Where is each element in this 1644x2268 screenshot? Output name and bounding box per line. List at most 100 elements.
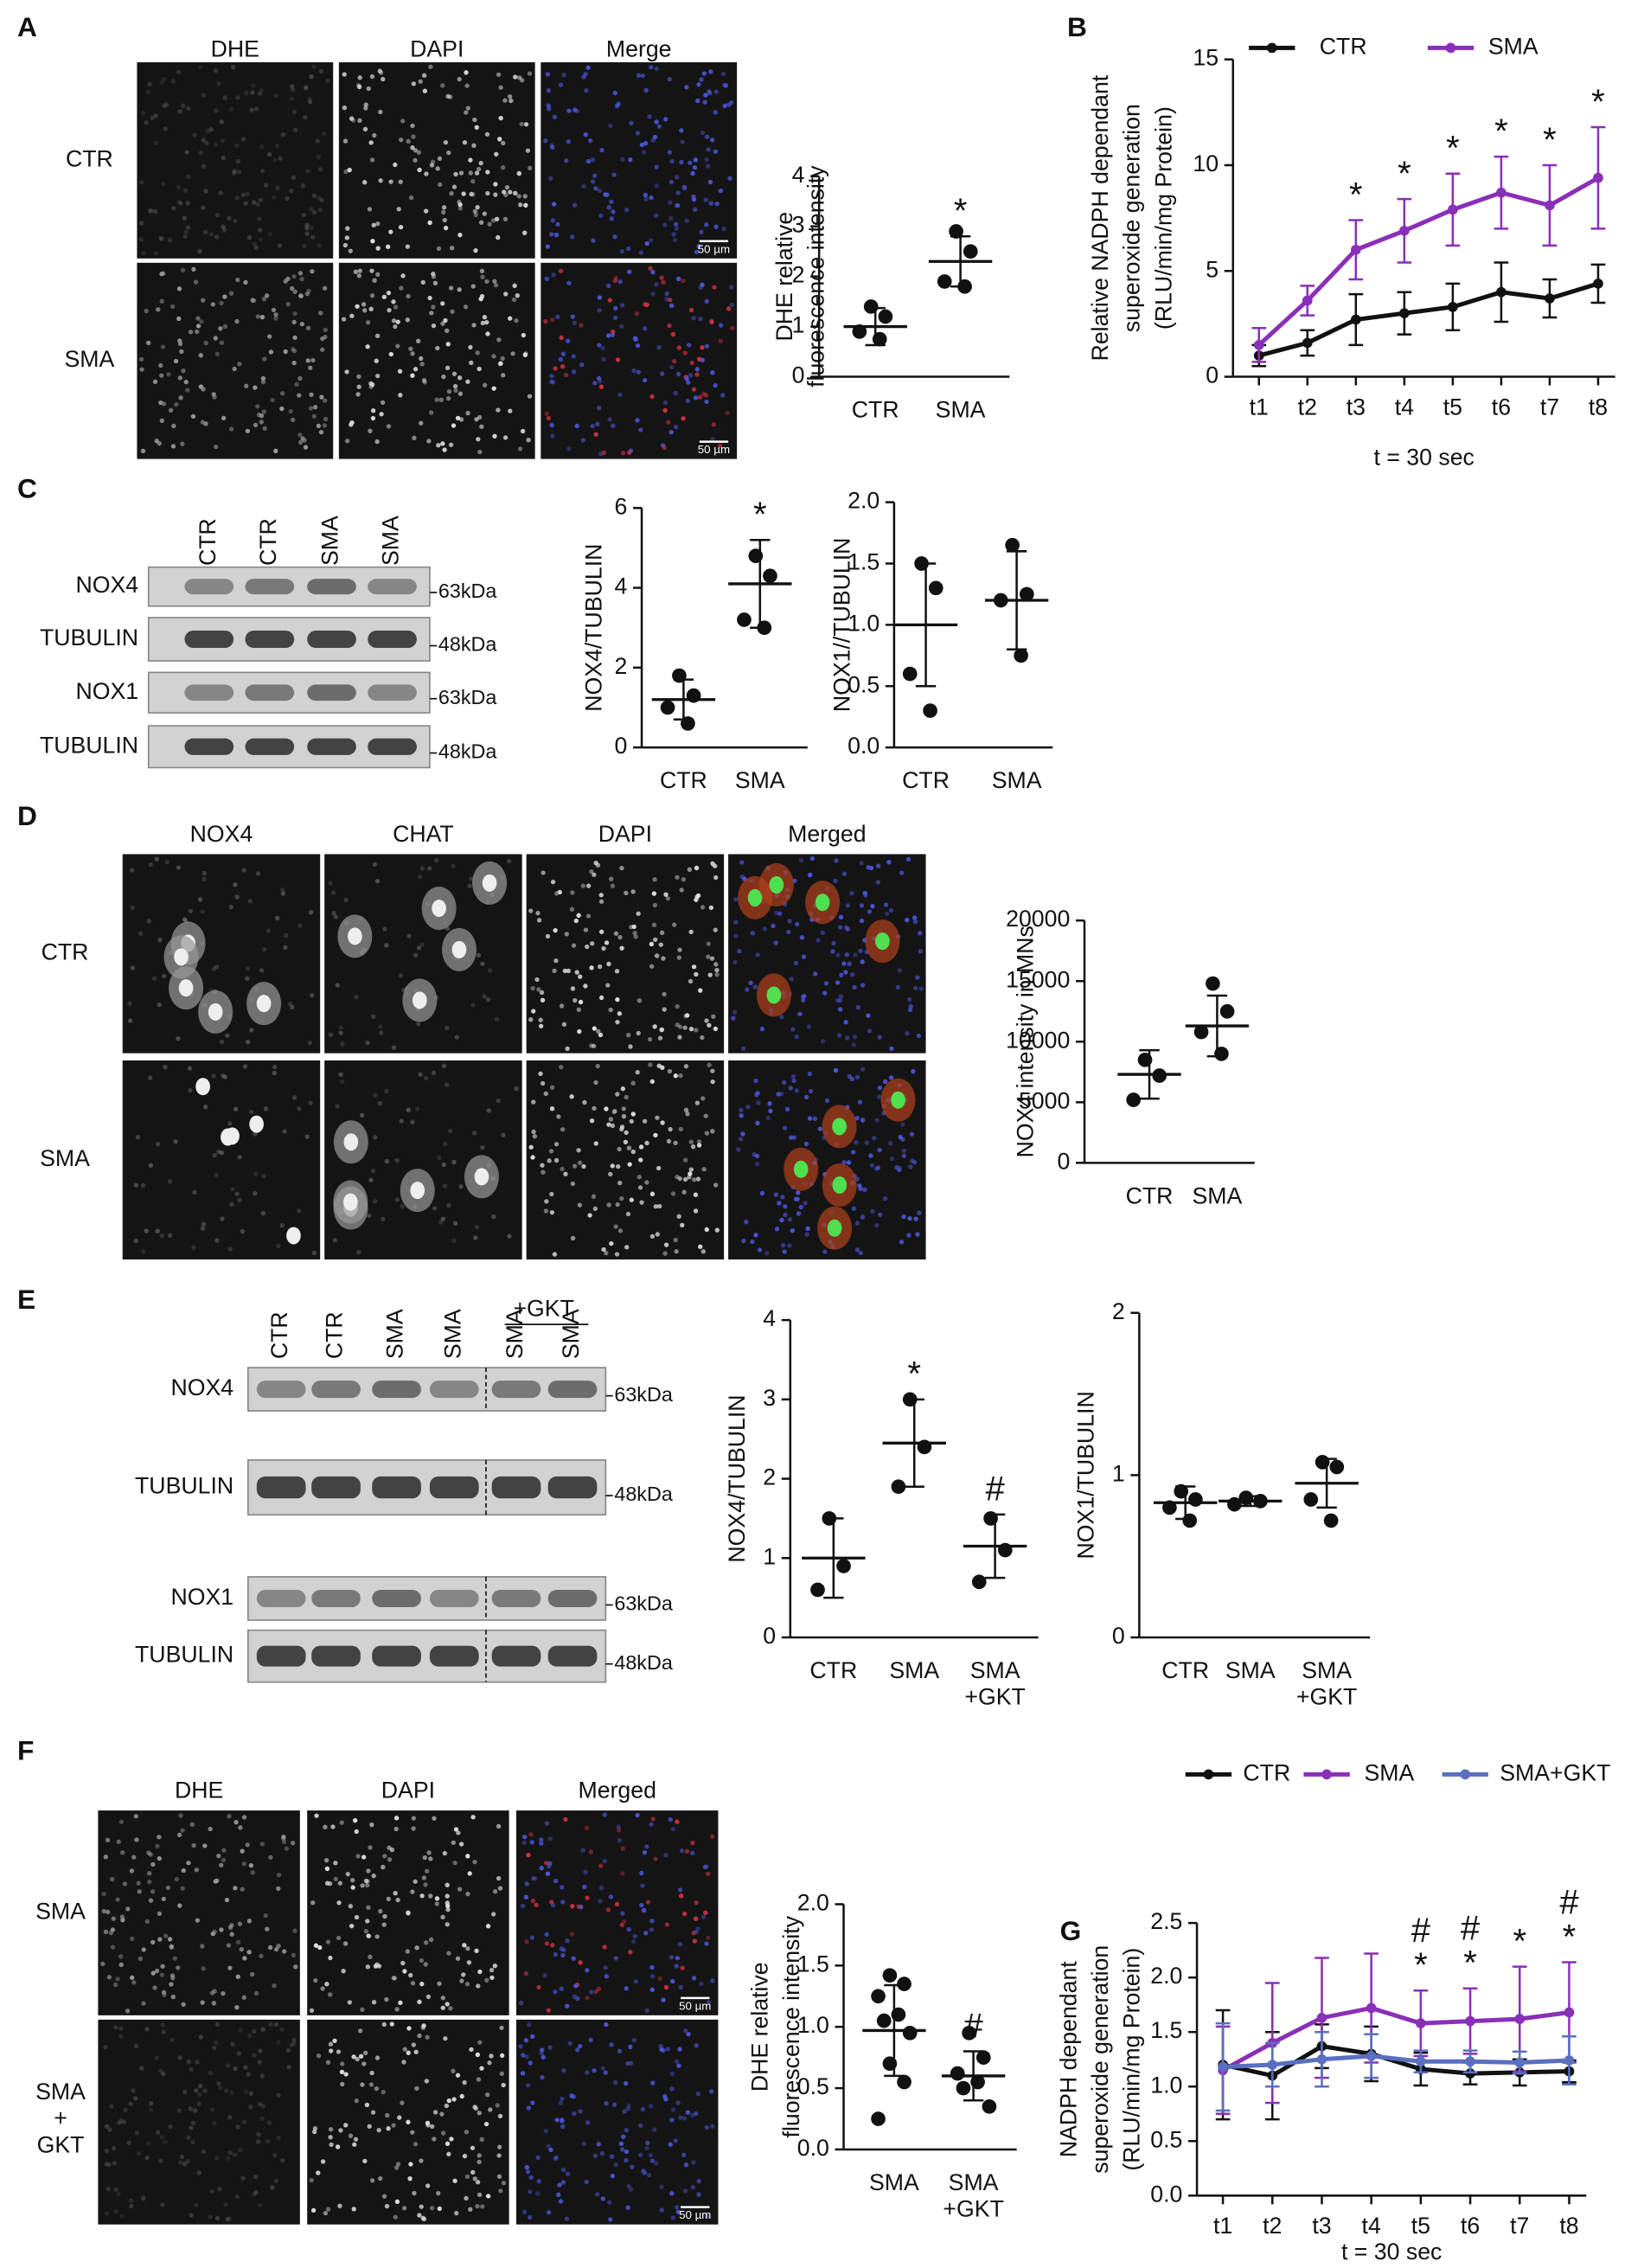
row-label: SMA xyxy=(35,1899,86,1925)
speck xyxy=(388,351,393,357)
speck xyxy=(520,428,526,434)
speck xyxy=(170,2037,175,2042)
speck xyxy=(559,1003,565,1009)
speck xyxy=(636,1175,642,1180)
speck xyxy=(868,1153,873,1158)
band xyxy=(311,1589,361,1607)
speck xyxy=(610,2173,615,2179)
speck xyxy=(457,206,463,211)
error-bar xyxy=(884,1983,905,2078)
speck xyxy=(232,170,237,176)
speck xyxy=(648,2104,654,2109)
speck xyxy=(608,123,613,129)
speck xyxy=(617,392,623,397)
data-point xyxy=(878,309,893,324)
speck xyxy=(688,307,694,313)
speck xyxy=(153,208,158,215)
speck xyxy=(538,1071,543,1077)
speck xyxy=(672,237,678,243)
speck xyxy=(442,1183,448,1188)
speck xyxy=(112,1982,118,1988)
nucleus xyxy=(832,1118,847,1136)
speck xyxy=(476,2077,482,2082)
speck xyxy=(363,1928,369,1934)
speck xyxy=(130,1936,135,1942)
speck xyxy=(360,2007,365,2013)
speck xyxy=(280,2157,285,2163)
speck xyxy=(309,392,314,397)
speck xyxy=(508,316,513,321)
speck xyxy=(908,1164,913,1169)
data-point xyxy=(1514,2014,1526,2024)
speck xyxy=(496,1098,501,1104)
speck xyxy=(641,1907,647,1913)
speck xyxy=(664,297,669,302)
speck xyxy=(130,965,135,971)
speck xyxy=(526,1852,531,1858)
speck xyxy=(521,332,527,338)
speck xyxy=(351,2207,356,2212)
speck xyxy=(310,357,316,363)
speck xyxy=(413,367,419,372)
speck xyxy=(706,1999,711,2005)
speck xyxy=(221,155,227,161)
speck xyxy=(464,2195,469,2201)
speck xyxy=(657,1976,662,1982)
speck xyxy=(673,1237,678,1243)
speck xyxy=(538,1017,543,1022)
y-tick-label: 0 xyxy=(1112,1623,1125,1649)
speck xyxy=(588,1849,594,1855)
speck xyxy=(469,2047,474,2053)
lane-label: SMA xyxy=(317,516,343,566)
speck xyxy=(545,933,551,939)
speck xyxy=(304,292,310,297)
speck xyxy=(801,997,806,1003)
marker-label: 48kDa xyxy=(438,740,496,763)
speck xyxy=(585,883,592,888)
speck xyxy=(492,1964,498,1969)
marker-label: 63kDa xyxy=(438,686,496,708)
speck xyxy=(657,1035,663,1041)
micrograph xyxy=(307,2019,509,2225)
speck xyxy=(496,407,501,413)
speck xyxy=(291,2041,297,2047)
speck xyxy=(560,1900,566,1905)
speck xyxy=(182,917,188,922)
speck xyxy=(169,1982,174,1987)
speck xyxy=(299,322,304,327)
speck xyxy=(177,341,183,347)
speck xyxy=(541,870,546,875)
speck xyxy=(836,1033,842,1038)
speck xyxy=(677,1176,682,1182)
speck xyxy=(316,2053,322,2059)
speck xyxy=(161,401,167,407)
speck xyxy=(288,408,293,414)
speck xyxy=(317,243,322,248)
speck xyxy=(595,421,600,427)
speck xyxy=(714,967,720,973)
speck xyxy=(631,924,636,930)
speck xyxy=(901,1148,907,1154)
scale-bar-label: 50 µm xyxy=(698,242,730,255)
speck xyxy=(356,374,361,380)
x-tick-label: t8 xyxy=(1559,2213,1578,2239)
speck xyxy=(592,872,597,877)
speck xyxy=(317,1944,323,1951)
speck xyxy=(256,2132,262,2137)
speck xyxy=(335,2144,341,2149)
speck xyxy=(700,130,706,136)
speck xyxy=(393,304,399,310)
speck xyxy=(470,1003,476,1008)
speck xyxy=(395,319,400,324)
speck xyxy=(249,107,254,112)
speck xyxy=(310,234,316,240)
speck xyxy=(807,1071,812,1077)
speck xyxy=(432,280,438,285)
speck xyxy=(739,874,745,880)
speck xyxy=(274,143,280,149)
speck xyxy=(446,2151,451,2156)
speck xyxy=(837,997,843,1003)
speck xyxy=(780,1195,785,1200)
speck xyxy=(798,1204,803,1210)
speck xyxy=(559,1946,564,1951)
